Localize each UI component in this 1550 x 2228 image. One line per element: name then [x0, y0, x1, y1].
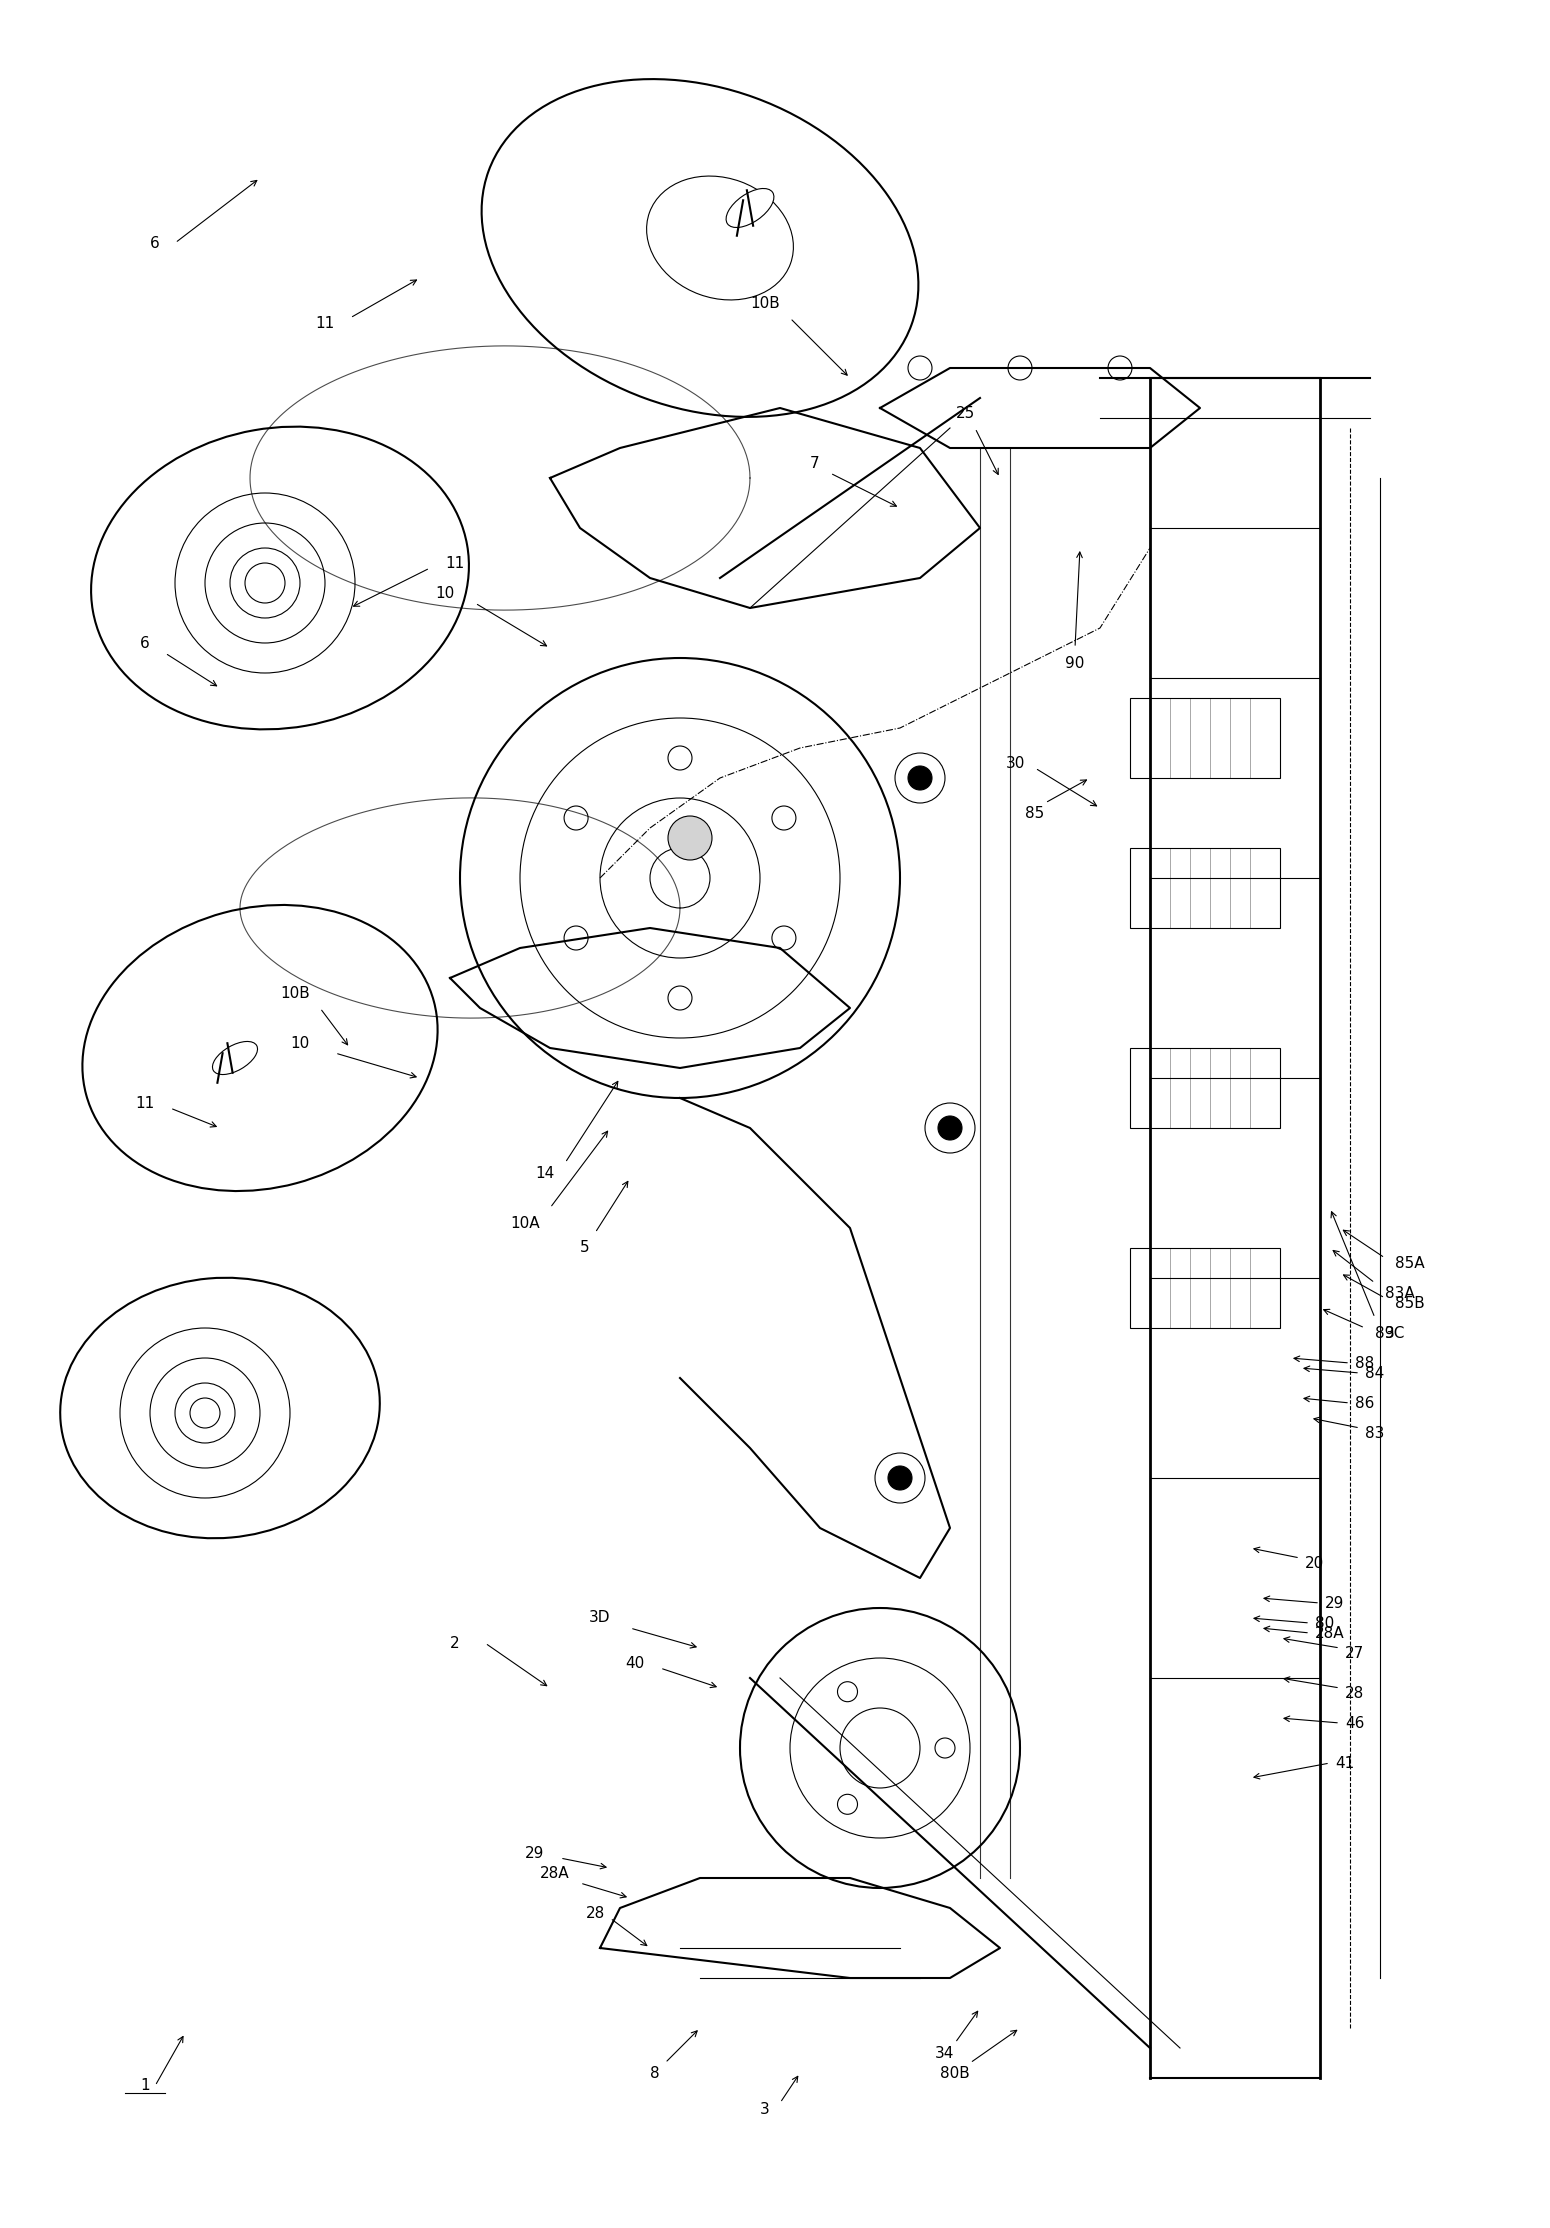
- Text: 29: 29: [1325, 1595, 1344, 1611]
- Text: 89: 89: [1375, 1326, 1395, 1341]
- Bar: [1130, 1047, 1280, 1127]
- Text: 85: 85: [1026, 807, 1045, 820]
- Text: 14: 14: [535, 1165, 555, 1181]
- Bar: [1130, 849, 1280, 929]
- Text: 3: 3: [760, 2103, 770, 2117]
- Text: 83A: 83A: [1386, 1286, 1415, 1301]
- Text: 5: 5: [580, 1241, 591, 1257]
- Text: 34: 34: [935, 2045, 955, 2061]
- Text: 27: 27: [1345, 1646, 1364, 1660]
- Text: 11: 11: [315, 316, 335, 330]
- Text: 11: 11: [445, 555, 465, 570]
- Text: 28A: 28A: [541, 1865, 570, 1880]
- Circle shape: [888, 1466, 911, 1491]
- Text: 28: 28: [586, 1905, 604, 1921]
- Text: 2: 2: [449, 1635, 460, 1651]
- Text: 7: 7: [811, 455, 820, 470]
- Text: 86: 86: [1355, 1395, 1375, 1410]
- Text: 28A: 28A: [1314, 1626, 1345, 1640]
- Text: 10: 10: [290, 1036, 310, 1049]
- Text: 41: 41: [1335, 1756, 1355, 1771]
- Circle shape: [668, 815, 711, 860]
- Text: 10B: 10B: [281, 985, 310, 1000]
- Bar: [1130, 697, 1280, 778]
- Text: 90: 90: [1065, 655, 1085, 671]
- Text: 85B: 85B: [1395, 1294, 1424, 1310]
- Text: 10: 10: [436, 586, 454, 602]
- Circle shape: [938, 1116, 963, 1141]
- Text: 10B: 10B: [750, 296, 780, 310]
- Text: 1: 1: [140, 2079, 150, 2094]
- Text: 25: 25: [955, 405, 975, 421]
- Text: 20: 20: [1305, 1555, 1324, 1571]
- Text: 80B: 80B: [941, 2065, 970, 2081]
- Text: 6: 6: [150, 236, 160, 250]
- Bar: [1130, 1248, 1280, 1328]
- Ellipse shape: [212, 1040, 257, 1074]
- Text: 3C: 3C: [1386, 1326, 1406, 1341]
- Text: 10A: 10A: [510, 1216, 539, 1230]
- Text: 30: 30: [1006, 755, 1025, 771]
- Text: 80: 80: [1314, 1615, 1335, 1631]
- Text: 88: 88: [1355, 1355, 1375, 1370]
- Circle shape: [908, 766, 932, 791]
- Text: 40: 40: [625, 1655, 645, 1671]
- Text: 46: 46: [1345, 1716, 1364, 1731]
- Text: 29: 29: [525, 1845, 544, 1860]
- Text: 8: 8: [649, 2065, 660, 2081]
- Ellipse shape: [725, 189, 773, 227]
- Text: 11: 11: [135, 1096, 155, 1110]
- Text: 28: 28: [1345, 1687, 1364, 1700]
- Text: 85A: 85A: [1395, 1257, 1424, 1270]
- Text: 84: 84: [1366, 1366, 1384, 1381]
- Text: 83: 83: [1366, 1426, 1384, 1442]
- Text: 6: 6: [140, 635, 150, 651]
- Text: 3D: 3D: [589, 1611, 611, 1626]
